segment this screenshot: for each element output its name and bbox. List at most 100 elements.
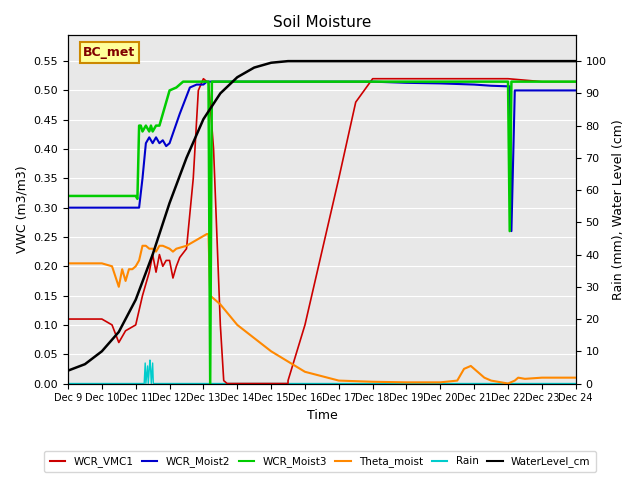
WaterLevel_cm (115, 329, 123, 335)
WaterLevel_cm (436, 58, 444, 64)
WCR_VMC1 (234, 381, 241, 386)
WCR_Moist3 (166, 87, 173, 93)
WaterLevel_cm (182, 155, 190, 161)
WaterLevel_cm (369, 58, 376, 64)
WaterLevel_cm (132, 297, 140, 302)
Legend: WCR_VMC1, WCR_Moist2, WCR_Moist3, Theta_moist, Rain, WaterLevel_cm: WCR_VMC1, WCR_Moist2, WCR_Moist3, Theta_… (44, 451, 596, 472)
WCR_VMC1 (189, 176, 197, 181)
WCR_VMC1 (470, 76, 478, 82)
WCR_VMC1 (98, 316, 106, 322)
WCR_Moist2 (487, 83, 495, 89)
WCR_Moist2 (98, 205, 106, 211)
WCR_Moist2 (335, 79, 342, 84)
WCR_Moist2 (142, 140, 150, 146)
WCR_Moist3 (538, 79, 546, 84)
Theta_moist (538, 375, 546, 381)
WaterLevel_cm (284, 58, 292, 64)
Theta_moist (193, 237, 200, 243)
Theta_moist (139, 243, 147, 249)
WaterLevel_cm (335, 58, 342, 64)
WCR_VMC1 (203, 79, 211, 84)
WCR_Moist3 (521, 79, 529, 84)
WCR_VMC1 (166, 258, 173, 264)
Theta_moist (149, 246, 157, 252)
WCR_Moist2 (139, 176, 147, 181)
WCR_Moist2 (152, 134, 160, 140)
Theta_moist (477, 372, 484, 378)
WCR_VMC1 (436, 76, 444, 82)
Line: Theta_moist: Theta_moist (68, 234, 576, 384)
Theta_moist (467, 363, 475, 369)
Theta_moist (108, 264, 116, 269)
WCR_Moist3 (137, 123, 145, 129)
WCR_Moist2 (203, 79, 211, 84)
Theta_moist (474, 369, 481, 375)
WCR_Moist3 (134, 196, 141, 202)
Theta_moist (135, 258, 143, 264)
WCR_VMC1 (163, 258, 170, 264)
WCR_Moist2 (81, 205, 89, 211)
Theta_moist (470, 366, 478, 372)
WCR_Moist3 (403, 79, 410, 84)
WCR_VMC1 (210, 146, 218, 152)
WCR_Moist2 (200, 82, 207, 87)
WCR_VMC1 (149, 252, 157, 257)
WCR_Moist3 (200, 79, 207, 84)
Theta_moist (436, 380, 444, 385)
WCR_Moist2 (159, 137, 166, 143)
WCR_Moist3 (135, 123, 143, 129)
Theta_moist (203, 231, 211, 237)
Y-axis label: Rain (mm), Water Level (cm): Rain (mm), Water Level (cm) (612, 119, 625, 300)
WCR_VMC1 (195, 87, 202, 93)
Theta_moist (169, 249, 177, 254)
WCR_Moist2 (135, 205, 143, 211)
WCR_Moist3 (572, 79, 580, 84)
WCR_Moist3 (64, 193, 72, 199)
Theta_moist (145, 246, 153, 252)
WCR_Moist3 (176, 82, 184, 87)
Theta_moist (115, 284, 123, 290)
WaterLevel_cm (200, 116, 207, 122)
WaterLevel_cm (98, 348, 106, 354)
WCR_Moist3 (206, 381, 214, 386)
Line: WCR_VMC1: WCR_VMC1 (68, 79, 576, 384)
WCR_Moist3 (508, 79, 515, 84)
WCR_VMC1 (64, 316, 72, 322)
WaterLevel_cm (149, 252, 157, 257)
WaterLevel_cm (572, 58, 580, 64)
WCR_VMC1 (200, 76, 207, 82)
WCR_Moist2 (369, 79, 376, 84)
WCR_Moist3 (132, 193, 140, 199)
WCR_VMC1 (284, 378, 292, 384)
Theta_moist (182, 243, 190, 249)
WCR_Moist3 (203, 79, 211, 84)
WCR_VMC1 (159, 264, 166, 269)
WCR_Moist3 (98, 193, 106, 199)
WCR_Moist3 (268, 79, 275, 84)
WaterLevel_cm (470, 58, 478, 64)
Rain (92, 381, 100, 386)
WCR_VMC1 (220, 378, 228, 384)
WCR_Moist2 (521, 87, 529, 93)
WCR_Moist3 (436, 79, 444, 84)
WCR_VMC1 (572, 79, 580, 84)
WCR_VMC1 (169, 275, 177, 281)
WCR_VMC1 (132, 322, 140, 328)
Theta_moist (403, 380, 410, 385)
Theta_moist (156, 243, 163, 249)
WCR_Moist2 (506, 84, 513, 89)
Theta_moist (335, 378, 342, 384)
WCR_Moist2 (508, 228, 515, 234)
Theta_moist (521, 376, 529, 382)
X-axis label: Time: Time (307, 409, 337, 422)
WaterLevel_cm (250, 65, 258, 71)
WCR_Moist2 (403, 80, 410, 86)
Theta_moist (64, 261, 72, 266)
WaterLevel_cm (234, 74, 241, 80)
Theta_moist (166, 246, 173, 252)
WCR_Moist2 (470, 82, 478, 87)
WCR_Moist3 (470, 79, 478, 84)
WCR_VMC1 (369, 76, 376, 82)
WCR_Moist2 (234, 79, 241, 84)
WCR_Moist2 (301, 79, 308, 84)
